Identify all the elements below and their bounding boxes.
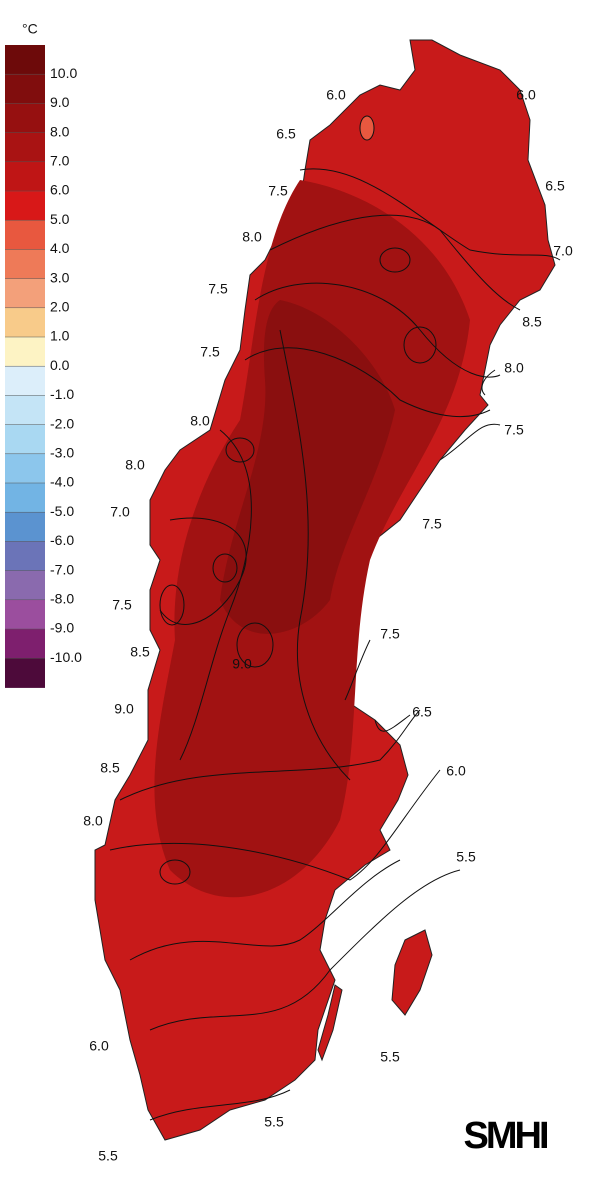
- contour-label: 7.5: [208, 281, 228, 297]
- legend-swatch: [5, 191, 45, 221]
- legend-swatch: [5, 570, 45, 601]
- legend-swatch: [5, 483, 45, 513]
- contour-label: 7.5: [112, 597, 132, 613]
- legend: 10.0 9.0 8.0 7.0 6.0 5.0 4.0 3.0 2.0 1.0 0.0 -1.0 -2…: [5, 45, 82, 688]
- legend-swatch: [5, 599, 45, 630]
- legend-label: 6.0: [50, 182, 70, 198]
- legend-swatch: [5, 161, 45, 192]
- legend-swatch: [5, 512, 45, 542]
- legend-label: 7.0: [50, 153, 70, 169]
- legend-label: 1.0: [50, 328, 70, 344]
- legend-label: 4.0: [50, 240, 70, 256]
- legend-swatch: [5, 249, 45, 280]
- legend-swatch: [5, 658, 45, 688]
- warm-spot: [359, 115, 375, 141]
- contour-label: 7.5: [200, 344, 220, 360]
- contour-label: 5.5: [380, 1049, 400, 1065]
- contour-label: 6.0: [326, 87, 346, 103]
- contour-label: 5.5: [456, 849, 476, 865]
- legend-swatch: [5, 629, 45, 659]
- legend-label: 8.0: [50, 123, 70, 139]
- legend-label: -8.0: [50, 591, 74, 607]
- legend-swatch: [5, 74, 45, 104]
- legend-swatch: [5, 424, 45, 455]
- hot-core: [220, 300, 395, 634]
- contour-label: 6.0: [516, 87, 536, 103]
- contour-label: 5.5: [98, 1148, 118, 1164]
- legend-swatch: [5, 337, 45, 367]
- legend-label: 2.0: [50, 299, 70, 315]
- map: [94, 39, 561, 1141]
- legend-label: 5.0: [50, 211, 70, 227]
- contour-label: 9.0: [232, 656, 252, 672]
- legend-swatch: [5, 132, 45, 163]
- contour-labels: 6.0 6.0 6.5 6.5 7.5 8.0 7.0 7.5 8.5 7.5 8.0 8.0 7.5 8…: [83, 87, 573, 1164]
- contour-label: 9.0: [114, 701, 134, 717]
- contour-label: 6.5: [412, 704, 432, 720]
- legend-label: -4.0: [50, 474, 74, 490]
- contour-label: 8.0: [190, 413, 210, 429]
- legend-label: -9.0: [50, 620, 74, 636]
- contour-label: 7.0: [553, 243, 573, 259]
- contour-label: 7.5: [504, 422, 524, 438]
- contour-label: 7.5: [422, 516, 442, 532]
- contour-label: 6.5: [545, 178, 565, 194]
- contour-label: 6.0: [89, 1038, 109, 1054]
- contour-label: 7.5: [268, 183, 288, 199]
- contour-label: 8.0: [504, 360, 524, 376]
- contour-label: 8.5: [100, 760, 120, 776]
- contour-label: 7.5: [380, 626, 400, 642]
- contours: [109, 168, 561, 1121]
- contour-label: 8.0: [125, 457, 145, 473]
- legend-label: -2.0: [50, 415, 74, 431]
- contour-label: 8.0: [83, 813, 103, 829]
- contour-label: 6.0: [446, 763, 466, 779]
- legend-swatch: [5, 307, 45, 338]
- legend-swatch: [5, 278, 45, 309]
- contour-label: 8.0: [242, 229, 262, 245]
- legend-swatch: [5, 45, 45, 75]
- gotland: [391, 929, 433, 1016]
- legend-label: -1.0: [50, 386, 74, 402]
- legend-label: 0.0: [50, 357, 70, 373]
- legend-swatch: [5, 541, 45, 572]
- legend-swatch: [5, 366, 45, 396]
- legend-label: -6.0: [50, 532, 74, 548]
- contour-label: 7.0: [110, 504, 130, 520]
- legend-label: -10.0: [50, 649, 82, 665]
- legend-swatch: [5, 220, 45, 250]
- legend-swatch: [5, 453, 45, 484]
- oland: [317, 984, 343, 1062]
- contour-label: 5.5: [264, 1114, 284, 1130]
- legend-label: 9.0: [50, 94, 70, 110]
- legend-label: -7.0: [50, 561, 74, 577]
- legend-label: -5.0: [50, 503, 74, 519]
- legend-unit: °C: [22, 21, 38, 37]
- legend-swatch: [5, 103, 45, 134]
- legend-label: 3.0: [50, 269, 70, 285]
- contour-label: 8.5: [522, 314, 542, 330]
- legend-swatch: [5, 395, 45, 426]
- contour-label: 6.5: [276, 126, 296, 142]
- legend-label: 10.0: [50, 65, 77, 81]
- contour-label: 8.5: [130, 644, 150, 660]
- legend-label: -3.0: [50, 445, 74, 461]
- logo: SMHI: [464, 1115, 548, 1157]
